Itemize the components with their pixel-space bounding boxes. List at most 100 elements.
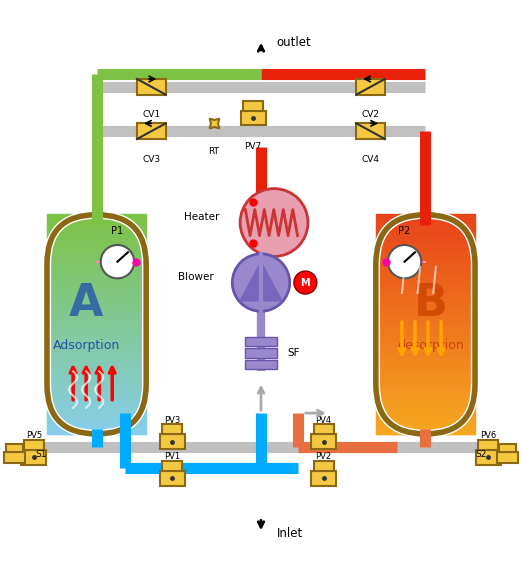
Text: Heater: Heater xyxy=(184,212,219,222)
Bar xyxy=(47,319,146,323)
Bar xyxy=(376,353,475,356)
Bar xyxy=(376,239,475,243)
Bar xyxy=(376,270,475,273)
Bar xyxy=(47,331,146,334)
FancyBboxPatch shape xyxy=(356,79,385,95)
FancyBboxPatch shape xyxy=(160,434,185,449)
Bar xyxy=(47,217,146,220)
Bar xyxy=(376,223,475,226)
Bar xyxy=(376,303,475,306)
Bar xyxy=(47,292,146,295)
Bar xyxy=(376,298,475,301)
Bar xyxy=(376,345,475,348)
FancyBboxPatch shape xyxy=(24,440,44,450)
Bar xyxy=(376,281,475,284)
Text: PV5: PV5 xyxy=(26,431,42,440)
FancyBboxPatch shape xyxy=(476,450,501,465)
Bar xyxy=(47,381,146,384)
Bar xyxy=(47,250,146,254)
Bar xyxy=(47,309,146,312)
Bar xyxy=(47,261,146,265)
Text: PV2: PV2 xyxy=(316,452,331,461)
Bar xyxy=(376,319,475,323)
Bar xyxy=(376,256,475,259)
Bar xyxy=(47,431,146,434)
Bar xyxy=(47,389,146,392)
Bar xyxy=(47,386,146,390)
FancyBboxPatch shape xyxy=(243,101,263,111)
FancyBboxPatch shape xyxy=(160,471,185,486)
Bar xyxy=(47,298,146,301)
Bar xyxy=(376,339,475,342)
Bar xyxy=(47,350,146,353)
Text: Blower: Blower xyxy=(179,272,214,282)
Bar xyxy=(47,339,146,342)
Bar xyxy=(376,247,475,251)
Bar xyxy=(376,261,475,265)
Bar xyxy=(47,375,146,379)
Bar xyxy=(47,225,146,229)
Bar xyxy=(47,425,146,428)
Bar xyxy=(376,289,475,292)
Bar xyxy=(376,389,475,392)
Bar xyxy=(376,428,475,431)
Text: desorption: desorption xyxy=(397,339,464,352)
Bar xyxy=(376,278,475,281)
Bar xyxy=(376,317,475,320)
Bar xyxy=(47,383,146,387)
Circle shape xyxy=(388,245,421,278)
Bar xyxy=(376,295,475,298)
Bar xyxy=(376,272,475,276)
Bar xyxy=(376,336,475,339)
Bar xyxy=(376,231,475,234)
Bar xyxy=(376,284,475,287)
FancyBboxPatch shape xyxy=(162,461,182,471)
Bar xyxy=(47,394,146,398)
Bar xyxy=(376,378,475,381)
Text: CV3: CV3 xyxy=(143,155,160,163)
FancyBboxPatch shape xyxy=(245,337,277,346)
Bar xyxy=(376,250,475,254)
Bar xyxy=(376,306,475,309)
Text: PV1: PV1 xyxy=(164,452,180,461)
FancyBboxPatch shape xyxy=(314,424,334,434)
Bar xyxy=(376,287,475,289)
Bar xyxy=(376,311,475,315)
Bar xyxy=(47,303,146,306)
FancyBboxPatch shape xyxy=(497,452,518,463)
Text: CV1: CV1 xyxy=(143,110,160,120)
Bar xyxy=(47,342,146,345)
FancyBboxPatch shape xyxy=(21,450,46,465)
Bar xyxy=(47,258,146,262)
Bar xyxy=(376,225,475,229)
Bar xyxy=(47,322,146,326)
Bar xyxy=(47,311,146,315)
FancyBboxPatch shape xyxy=(311,434,336,449)
Bar xyxy=(376,309,475,312)
FancyBboxPatch shape xyxy=(478,440,498,450)
Bar xyxy=(376,253,475,256)
Bar xyxy=(47,417,146,420)
Bar xyxy=(47,284,146,287)
FancyBboxPatch shape xyxy=(6,444,23,452)
Bar xyxy=(47,414,146,417)
Bar xyxy=(47,378,146,381)
Bar xyxy=(376,411,475,414)
FancyBboxPatch shape xyxy=(245,360,277,369)
Bar xyxy=(47,306,146,309)
Bar xyxy=(47,300,146,304)
Text: outlet: outlet xyxy=(277,36,312,49)
Bar xyxy=(47,242,146,245)
Bar xyxy=(47,411,146,414)
Bar xyxy=(47,275,146,278)
Bar xyxy=(47,428,146,431)
Bar xyxy=(47,245,146,248)
FancyBboxPatch shape xyxy=(137,123,165,139)
Text: Inlet: Inlet xyxy=(277,527,303,540)
Bar xyxy=(376,383,475,387)
FancyBboxPatch shape xyxy=(162,424,182,434)
Bar xyxy=(47,270,146,273)
Bar xyxy=(47,278,146,281)
Bar xyxy=(47,239,146,243)
Bar xyxy=(376,386,475,390)
